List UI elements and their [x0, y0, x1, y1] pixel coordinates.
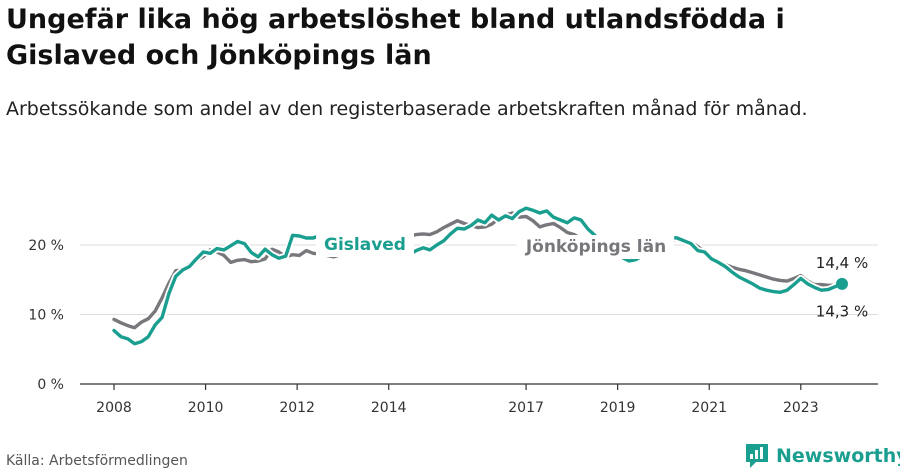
- brand-logo: Newsworthy: [744, 440, 900, 472]
- gislaved-end-point: [836, 277, 848, 290]
- y-tick-label-0: 0 %: [37, 377, 64, 393]
- gislaved-series-label-bg: [316, 233, 414, 257]
- gislaved-end-label: 14,4 %: [816, 254, 868, 272]
- x-tick-label-2021: 2021: [691, 400, 727, 416]
- x-tick-label-2008: 2008: [96, 400, 132, 416]
- gislaved-line: [112, 206, 844, 346]
- jonkoping-series-label: Jönköpings län: [525, 237, 666, 257]
- newsworthy-logo-icon: [746, 444, 768, 468]
- x-tick-label-2017: 2017: [508, 400, 544, 416]
- x-tick-label-2019: 2019: [600, 400, 636, 416]
- x-tick-label-2012: 2012: [279, 400, 315, 416]
- chart-subtitle: Arbetssökande som andel av den registerb…: [6, 98, 808, 120]
- series-layer: [110, 204, 848, 348]
- jonkoping-series-label-bg: [516, 235, 675, 259]
- x-tick-label-2014: 2014: [371, 400, 407, 416]
- source-note: Källa: Arbetsförmedlingen: [6, 453, 188, 469]
- y-tick-label-20: 20 %: [28, 238, 64, 254]
- jonkoping-end-label: 14,3 %: [816, 303, 868, 321]
- x-tick-label-2010: 2010: [188, 400, 224, 416]
- chart-title: Ungefär lika hög arbetslöshet bland utla…: [6, 4, 785, 71]
- y-tick-label-10: 10 %: [28, 308, 64, 324]
- line-chart: 0 % 10 % 20 % 2008 2010 2012 2014 2017 2019 2021 2…: [28, 204, 878, 416]
- grid-layer: 0 % 10 % 20 % 2008 2010 2012 2014 2017 2019 2021 2…: [28, 238, 878, 416]
- label-layer: 14,4 % 14,3 % Gislaved Jönköpings län: [316, 233, 868, 321]
- x-tick-label-2023: 2023: [783, 400, 819, 416]
- gislaved-series-label: Gislaved: [324, 235, 406, 255]
- brand-name: Newsworthy: [776, 445, 900, 467]
